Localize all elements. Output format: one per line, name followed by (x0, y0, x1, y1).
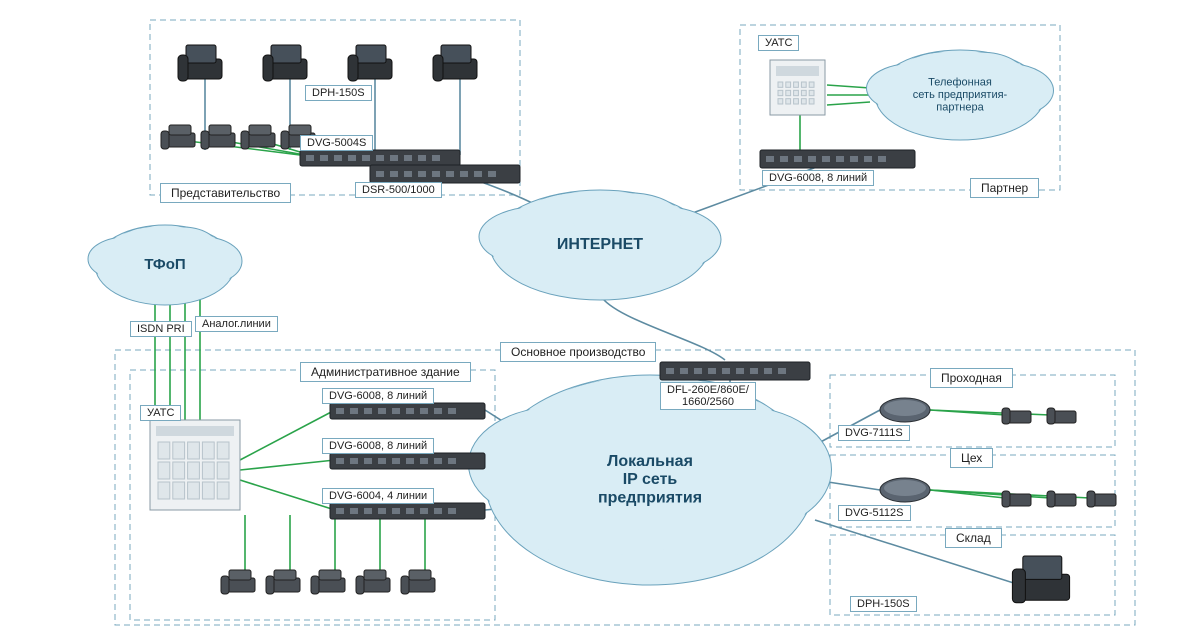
label-uats-partner: УАТС (758, 35, 799, 51)
label-dvg7111: DVG-7111S (838, 425, 910, 441)
svg-text:партнера: партнера (936, 102, 984, 114)
label-dvg6004: DVG-6004, 4 линии (322, 488, 434, 504)
svg-text:Локальная: Локальная (607, 453, 693, 470)
label-dvg5112: DVG-5112S (838, 505, 911, 521)
zone-store-label: Склад (945, 528, 1002, 548)
label-uats-main: УАТС (140, 405, 181, 421)
svg-text:IP сеть: IP сеть (623, 471, 678, 488)
zone-gate-label: Проходная (930, 368, 1013, 388)
zone-admin-label: Административное здание (300, 362, 471, 382)
label-dvg6008b: DVG-6008, 8 линий (322, 438, 434, 454)
zone-partner-label: Партнер (970, 178, 1039, 198)
svg-text:ТФоП: ТФоП (144, 256, 185, 273)
zone-shop-label: Цех (950, 448, 993, 468)
label-dvg6008a: DVG-6008, 8 линий (322, 388, 434, 404)
label-isdn: ISDN PRI (130, 321, 192, 337)
label-dph150s2: DPH-150S (850, 596, 917, 612)
label-dvg5004s: DVG-5004S (300, 135, 373, 151)
label-analog: Аналог.линии (195, 316, 278, 332)
network-diagram: ИНТЕРНЕТ ТФоП Телефоннаясеть предприятия-п… (0, 0, 1200, 640)
svg-text:предприятия: предприятия (598, 490, 702, 507)
svg-text:ИНТЕРНЕТ: ИНТЕРНЕТ (557, 236, 643, 253)
label-dfl: DFL-260E/860E/1660/2560 (660, 382, 756, 410)
label-dph150s: DPH-150S (305, 85, 372, 101)
svg-text:сеть предприятия-: сеть предприятия- (913, 89, 1008, 101)
zone-rep-label: Представительство (160, 183, 291, 203)
label-dsr: DSR-500/1000 (355, 182, 442, 198)
zone-main-label: Основное производство (500, 342, 656, 362)
svg-text:Телефонная: Телефонная (928, 76, 992, 88)
label-dvg6008-partner: DVG-6008, 8 линий (762, 170, 874, 186)
